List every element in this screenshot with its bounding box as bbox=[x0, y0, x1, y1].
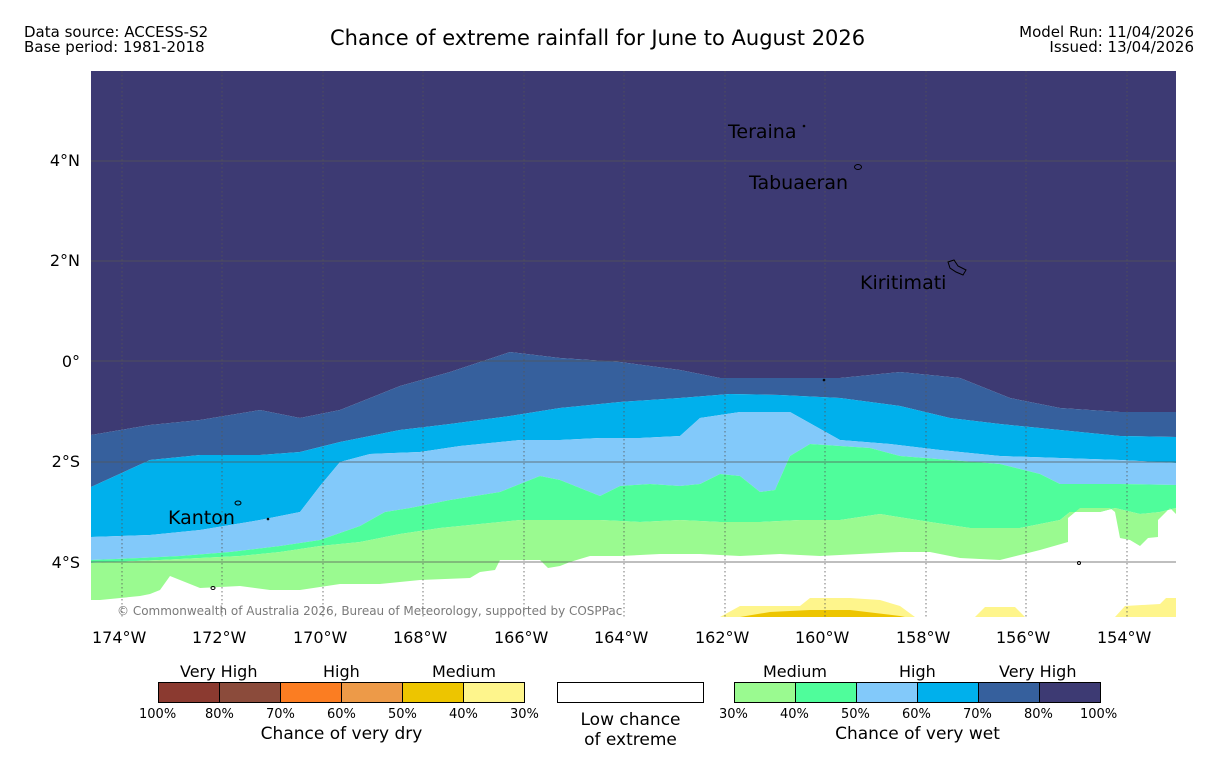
band-medium-wet bbox=[91, 444, 1176, 563]
lat-label: 0° bbox=[61, 352, 80, 371]
band-very-high-wet bbox=[91, 71, 1176, 435]
lon-label: 174°W bbox=[92, 628, 147, 647]
lat-label: 4°N bbox=[49, 151, 80, 170]
place-label-tabuaeran: Tabuaeran bbox=[749, 172, 849, 194]
lon-label: 164°W bbox=[594, 628, 649, 647]
legend-wet-heading: High bbox=[899, 662, 936, 681]
legend-low-caption-line1: Low chance bbox=[580, 710, 681, 730]
band-medium-dry bbox=[1115, 598, 1176, 617]
data-source-label: Data source: ACCESS-S2 bbox=[24, 23, 209, 41]
lon-label: 154°W bbox=[1097, 628, 1152, 647]
small-island bbox=[1077, 561, 1081, 565]
legend-dry-swatch bbox=[280, 682, 342, 703]
copyright-notice: © Commonwealth of Australia 2026, Bureau… bbox=[117, 604, 623, 618]
place-label-kiritimati: Kiritimati bbox=[860, 272, 947, 294]
issued-label: Issued: 13/04/2026 bbox=[1049, 38, 1194, 56]
band-high-wet bbox=[91, 394, 1176, 537]
legend-dry-swatch bbox=[219, 682, 281, 703]
teraina-island bbox=[802, 124, 806, 128]
legend-dry-swatch bbox=[402, 682, 464, 703]
legend-dry-tick: 70% bbox=[266, 707, 295, 722]
legend-wet-heading: Medium bbox=[763, 662, 827, 681]
lon-label: 168°W bbox=[393, 628, 448, 647]
tabuaeran-island bbox=[854, 164, 862, 170]
legend-wet-swatch bbox=[795, 682, 857, 703]
lon-label: 172°W bbox=[192, 628, 247, 647]
lon-label: 162°W bbox=[695, 628, 750, 647]
lat-label: 4°S bbox=[51, 553, 80, 572]
lon-label: 160°W bbox=[795, 628, 850, 647]
small-island bbox=[266, 517, 270, 521]
band-medium-wet-pale bbox=[91, 508, 1176, 600]
band-medium-dry bbox=[975, 607, 1025, 617]
kanton-island bbox=[234, 500, 242, 506]
legend-wet-swatch bbox=[1039, 682, 1101, 703]
legend-wet-caption: Chance of very wet bbox=[835, 724, 1000, 744]
legend-wet-swatch bbox=[978, 682, 1040, 703]
legend-dry-tick: 60% bbox=[327, 707, 356, 722]
legend-dry-swatch bbox=[158, 682, 220, 703]
lon-label: 166°W bbox=[494, 628, 549, 647]
lat-label: 2°S bbox=[51, 452, 80, 471]
lat-label: 2°N bbox=[49, 251, 80, 270]
legend-low-swatch bbox=[557, 682, 704, 703]
model-run-label: Model Run: 11/04/2026 bbox=[1019, 23, 1194, 41]
legend-dry-tick: 50% bbox=[388, 707, 417, 722]
legend-wet-tick: 40% bbox=[780, 707, 809, 722]
kiritimati-island bbox=[947, 259, 967, 276]
legend-wet-swatch bbox=[917, 682, 979, 703]
legend-dry-swatch bbox=[463, 682, 525, 703]
legend-wet-tick: 30% bbox=[719, 707, 748, 722]
lon-label: 158°W bbox=[896, 628, 951, 647]
legend-wet-tick: 50% bbox=[841, 707, 870, 722]
legend-dry-tick: 30% bbox=[510, 707, 539, 722]
lon-label: 156°W bbox=[996, 628, 1051, 647]
graticule bbox=[91, 71, 1176, 617]
band-medium-wet-light bbox=[91, 412, 1176, 560]
legend-wet-tick: 70% bbox=[963, 707, 992, 722]
lon-label: 170°W bbox=[293, 628, 348, 647]
legend-dry-tick: 100% bbox=[139, 707, 177, 722]
band-medium-dry-strong bbox=[740, 610, 905, 617]
legend-dry-tick: 40% bbox=[449, 707, 478, 722]
legend-dry-heading: Very High bbox=[180, 662, 258, 681]
legend-dry-tick: 80% bbox=[205, 707, 234, 722]
base-period-label: Base period: 1981-2018 bbox=[24, 38, 205, 56]
place-label-teraina: Teraina bbox=[728, 121, 797, 143]
legend-dry-heading: High bbox=[323, 662, 360, 681]
legend-wet-heading: Very High bbox=[999, 662, 1077, 681]
legend-wet-tick: 100% bbox=[1080, 707, 1118, 722]
islands bbox=[210, 124, 1081, 590]
legend-wet-tick: 80% bbox=[1024, 707, 1053, 722]
legend-low-caption-line2: of extreme bbox=[584, 730, 677, 750]
place-label-kanton: Kanton bbox=[168, 507, 235, 529]
legend-dry-caption: Chance of very dry bbox=[260, 724, 423, 744]
legend-dry-swatch bbox=[341, 682, 403, 703]
legend-wet-tick: 60% bbox=[902, 707, 931, 722]
small-island bbox=[822, 378, 826, 382]
legend-wet-swatch bbox=[856, 682, 918, 703]
small-island bbox=[210, 586, 216, 590]
chart-title: Chance of extreme rainfall for June to A… bbox=[330, 26, 866, 50]
band-high-wet-dark bbox=[91, 352, 1176, 487]
legend-dry-heading: Medium bbox=[432, 662, 496, 681]
legend-wet-swatch bbox=[734, 682, 796, 703]
